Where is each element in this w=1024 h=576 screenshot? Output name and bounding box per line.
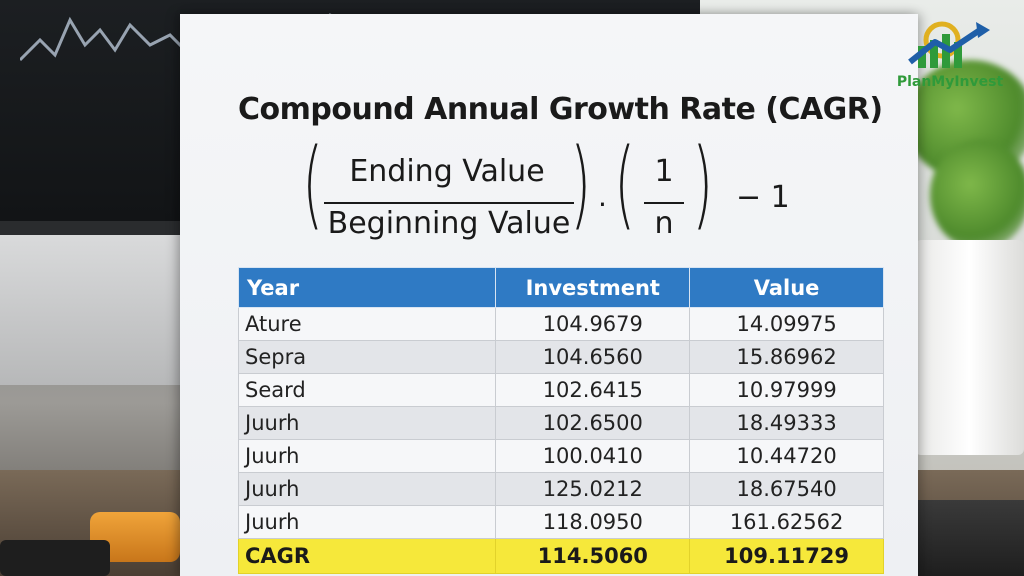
cagr-table: Year Investment Value Ature 104.9679 14.… (237, 267, 884, 574)
document-title: Compound Annual Growth Rate (CAGR) (238, 92, 883, 127)
cell-value: 18.49333 (689, 406, 884, 440)
table-row: Juurh 102.6500 18.49333 (237, 406, 884, 440)
table-row: Juurh 118.0950 161.62562 (237, 505, 884, 539)
cell-year: Juurh (237, 472, 497, 506)
cell-year: Ature (237, 307, 497, 341)
cell-investment: 102.6415 (495, 373, 691, 407)
formula-numerator: Ending Value (349, 154, 545, 189)
cell-investment: 118.0950 (495, 505, 691, 539)
column-header-value: Value (689, 267, 884, 308)
background-plant-pot (915, 240, 1024, 455)
cell-year: Juurh (237, 439, 497, 473)
cell-investment: 102.6500 (495, 406, 691, 440)
paper-sheet: Compound Annual Growth Rate (CAGR) ( End… (180, 14, 918, 576)
cell-value: 14.09975 (689, 307, 884, 341)
cell-investment: 104.9679 (495, 307, 691, 341)
column-header-investment: Investment (495, 267, 691, 308)
formula-minus-one: − 1 (736, 180, 790, 215)
table-row: Juurh 125.0212 18.67540 (237, 472, 884, 506)
cell-value: 10.97999 (689, 373, 884, 407)
cell-value: 10.44720 (689, 439, 884, 473)
background-marker-dark (0, 540, 110, 576)
formula-exp-fraction-bar (644, 202, 684, 204)
cagr-summary-row: CAGR 114.5060 109.11729 (237, 538, 884, 574)
cell-value: 15.86962 (689, 340, 884, 374)
cell-cagr-investment: 114.5060 (495, 538, 691, 574)
cell-cagr-label: CAGR (237, 538, 497, 574)
cell-value: 161.62562 (689, 505, 884, 539)
cell-cagr-value: 109.11729 (689, 538, 884, 574)
formula-exp-numerator: 1 (654, 154, 674, 189)
formula-exp-right-paren: ) (692, 128, 714, 240)
cell-year: Juurh (237, 406, 497, 440)
cell-value: 18.67540 (689, 472, 884, 506)
background-keyboard (918, 500, 1024, 576)
table-row: Juurh 100.0410 10.44720 (237, 439, 884, 473)
formula-denominator: Beginning Value (327, 206, 571, 241)
formula-dot: · (598, 188, 607, 221)
formula-right-paren: ) (570, 128, 592, 240)
formula-fraction-bar (324, 202, 574, 204)
table-row: Seard 102.6415 10.97999 (237, 373, 884, 407)
table-row: Ature 104.9679 14.09975 (237, 307, 884, 341)
table-row: Sepra 104.6560 15.86962 (237, 340, 884, 374)
formula-exp-denominator: n (654, 206, 674, 241)
table-header-row: Year Investment Value (237, 267, 884, 308)
planmyinvest-logo-icon (908, 21, 990, 68)
column-header-year: Year (237, 267, 497, 308)
background-plant (930, 140, 1024, 250)
cell-investment: 104.6560 (495, 340, 691, 374)
cell-investment: 100.0410 (495, 439, 691, 473)
cell-year: Seard (237, 373, 497, 407)
cell-year: Sepra (237, 340, 497, 374)
logo-wordmark: PlanMyInvest (896, 74, 1004, 90)
cell-investment: 125.0212 (495, 472, 691, 506)
formula-exp-left-paren: ( (614, 128, 636, 240)
cagr-formula: ( Ending Value Beginning Value ) · ( 1 n… (302, 136, 822, 260)
formula-left-paren: ( (302, 128, 324, 240)
cell-year: Juurh (237, 505, 497, 539)
